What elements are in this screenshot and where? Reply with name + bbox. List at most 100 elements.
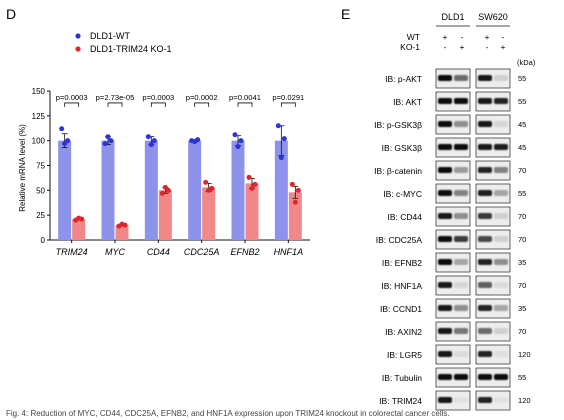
- blot-band: [438, 98, 452, 104]
- significance-bracket: [237, 102, 253, 107]
- blot-band: [438, 236, 452, 242]
- bar: [202, 187, 216, 240]
- blot-band: [494, 328, 508, 334]
- blot-band: [478, 351, 492, 357]
- blot-band: [494, 167, 508, 173]
- blot-band: [454, 144, 468, 150]
- cell-line-label: SW620: [478, 12, 508, 22]
- antibody-label: IB: p-AKT: [385, 74, 422, 84]
- kda-marker: 120: [518, 396, 531, 405]
- antibody-label: IB: GSK3β: [382, 143, 422, 153]
- data-point: [122, 222, 128, 228]
- blot-band: [438, 259, 452, 265]
- blot-band: [494, 259, 508, 265]
- data-point: [292, 199, 298, 205]
- blot-band: [478, 167, 492, 173]
- data-point: [275, 123, 281, 129]
- category-label: TRIM24: [56, 247, 88, 257]
- blot-frame: [435, 321, 471, 342]
- blot-band: [438, 397, 452, 403]
- kda-marker: 45: [518, 120, 526, 129]
- blot-band: [454, 282, 468, 288]
- kda-marker: 120: [518, 350, 531, 359]
- blot-frame: [435, 114, 471, 135]
- data-point: [235, 144, 241, 150]
- antibody-label: IB: HNF1A: [381, 281, 422, 291]
- blot-band: [478, 328, 492, 334]
- data-point: [295, 187, 301, 193]
- condition-label: WT: [407, 32, 420, 42]
- blot-band: [438, 167, 452, 173]
- y-tick-label: 150: [32, 87, 46, 96]
- blot-band: [454, 259, 468, 265]
- bar: [158, 190, 172, 240]
- data-point: [281, 136, 287, 142]
- y-tick-label: 0: [41, 236, 46, 245]
- blot-frame: [435, 183, 471, 204]
- antibody-label: IB: CD44: [388, 212, 423, 222]
- significance-bracket: [150, 102, 166, 107]
- category-label: CDC25A: [184, 247, 220, 257]
- blot-band: [494, 98, 508, 104]
- blot-band: [478, 121, 492, 127]
- blot-band: [494, 282, 508, 288]
- blot-frame: [435, 206, 471, 227]
- data-point: [289, 181, 295, 187]
- blot-band: [494, 190, 508, 196]
- blot-frame: [435, 275, 471, 296]
- antibody-label: IB: LGR5: [387, 350, 422, 360]
- lane-mark: -: [461, 32, 464, 42]
- blot-band: [438, 305, 452, 311]
- category-label: CD44: [147, 247, 170, 257]
- legend-marker-ko: [75, 46, 81, 52]
- panel-e-label: E: [341, 6, 350, 22]
- antibody-label: IB: CCND1: [380, 304, 422, 314]
- blot-band: [478, 259, 492, 265]
- p-value-label: p=0.0003: [142, 93, 174, 102]
- blot-band: [438, 213, 452, 219]
- kda-marker: 55: [518, 373, 526, 382]
- blot-frame: [435, 298, 471, 319]
- blot-frame: [475, 275, 511, 296]
- y-tick-label: 25: [36, 211, 45, 220]
- bar: [245, 183, 259, 240]
- p-value-label: p=0.0041: [229, 93, 261, 102]
- blot-frame: [435, 390, 471, 411]
- blot-band: [494, 351, 508, 357]
- blot-frame: [435, 252, 471, 273]
- lane-mark: +: [501, 42, 506, 52]
- legend: DLD1-WT DLD1-TRIM24 KO-1: [75, 31, 172, 54]
- kda-marker: 70: [518, 327, 526, 336]
- blot-frame: [435, 367, 471, 388]
- blot-frame: [435, 160, 471, 181]
- y-tick-label: 125: [32, 112, 46, 121]
- antibody-label: IB: TRIM24: [379, 396, 422, 406]
- blot-frame: [475, 160, 511, 181]
- blot-band: [478, 305, 492, 311]
- condition-label: KO-1: [400, 42, 420, 52]
- bar: [101, 140, 115, 240]
- blot-band: [438, 328, 452, 334]
- data-point: [278, 155, 284, 161]
- blot-frame: [435, 229, 471, 250]
- figure-caption: Fig. 4: Reduction of MYC, CD44, CDC25A, …: [6, 409, 450, 418]
- cell-line-label: DLD1: [441, 12, 464, 22]
- significance-bracket: [194, 102, 210, 107]
- data-point: [159, 190, 165, 196]
- bar: [288, 192, 302, 240]
- kda-marker: 55: [518, 97, 526, 106]
- kda-marker: 55: [518, 189, 526, 198]
- kda-marker: 70: [518, 281, 526, 290]
- y-tick-label: 50: [36, 186, 45, 195]
- blot-band: [478, 190, 492, 196]
- bar-chart: 0 25 50 75 100 125 150 p=0.0003 TRIM24 p=2.73e-05…: [32, 87, 310, 257]
- blot-band: [494, 121, 508, 127]
- antibody-label: IB: c-MYC: [383, 189, 422, 199]
- kda-marker: 70: [518, 166, 526, 175]
- significance-bracket: [64, 102, 80, 107]
- blot-band: [494, 236, 508, 242]
- antibody-label: IB: Tubulin: [382, 373, 422, 383]
- panel-d-label: D: [6, 6, 16, 22]
